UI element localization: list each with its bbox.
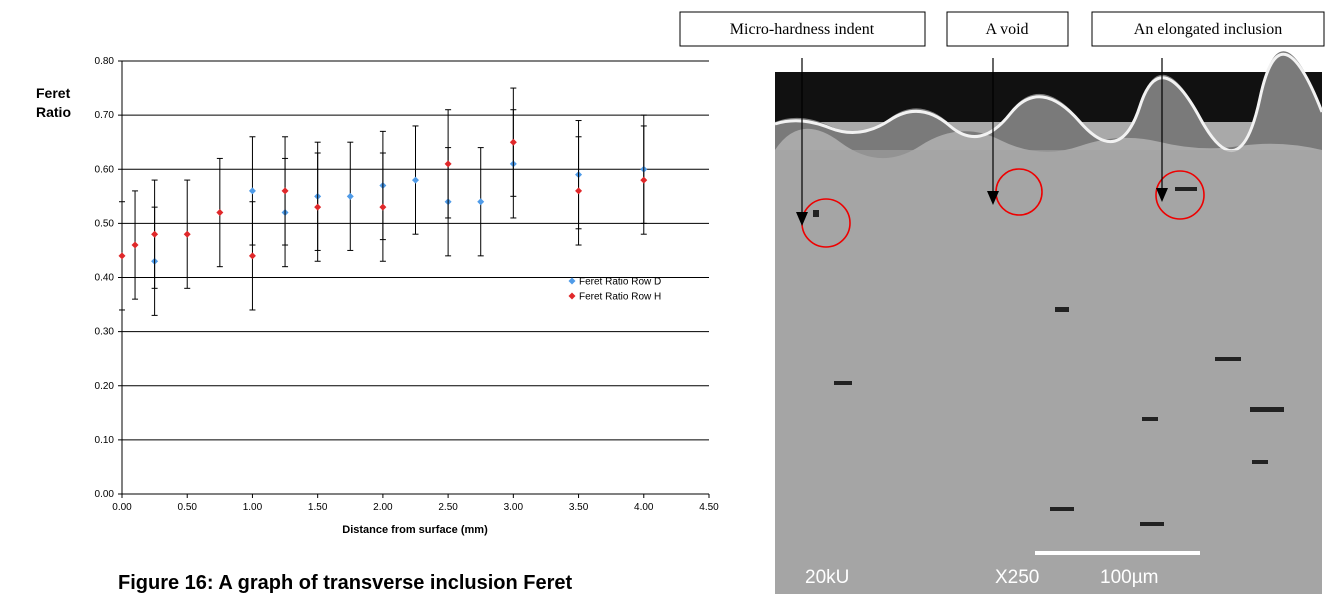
point (640, 176, 648, 184)
point (118, 252, 126, 260)
x-axis-label: Distance from surface (mm) (342, 524, 488, 536)
x-tick-label: 0.00 (112, 502, 132, 513)
legend-label: Feret Ratio Row H (579, 292, 661, 303)
caption: Figure 16: A graph of transverse inclusi… (118, 572, 573, 594)
point (281, 187, 289, 195)
image-info: 20kU (805, 567, 849, 588)
annotation-label: A void (985, 21, 1028, 38)
micrograph: 20kU X250 100µm (774, 51, 1324, 594)
point (151, 230, 159, 238)
annotation-label: Micro-hardness indent (730, 21, 875, 38)
x-tick-label: 3.50 (569, 502, 589, 513)
x-tick-label: 0.50 (177, 502, 197, 513)
x-tick-label: 4.00 (634, 502, 654, 513)
point (314, 203, 322, 211)
point (509, 138, 517, 146)
y-tick-label: 0.60 (95, 164, 115, 175)
y-axis-label: Feret Ratio (36, 85, 71, 120)
y-tick-label: 0.30 (95, 327, 115, 338)
image-info: 100µm (1100, 567, 1158, 588)
x-tick-label: 3.00 (504, 502, 524, 513)
annotation-label: An elongated inclusion (1134, 21, 1282, 38)
x-tick-label: 2.50 (438, 502, 458, 513)
point (248, 252, 256, 260)
y-tick-label: 0.80 (95, 56, 115, 67)
point (131, 241, 139, 249)
x-tick-label: 1.00 (243, 502, 263, 513)
legend-marker (568, 292, 576, 300)
y-tick-label: 0.20 (95, 381, 115, 392)
point (444, 160, 452, 168)
point (216, 209, 224, 217)
point (183, 230, 191, 238)
point (575, 187, 583, 195)
x-tick-label: 1.50 (308, 502, 328, 513)
y-tick-label: 0.00 (95, 489, 115, 500)
legend-marker (568, 277, 576, 285)
y-tick-label: 0.50 (95, 218, 115, 229)
point (379, 203, 387, 211)
annotations: Micro-hardness indent A void An elongate… (679, 11, 1325, 226)
x-tick-label: 2.00 (373, 502, 393, 513)
point (477, 198, 485, 206)
y-tick-label: 0.40 (95, 273, 115, 284)
y-tick-label: 0.70 (95, 110, 115, 121)
point (412, 176, 419, 184)
y-tick-label: 0.10 (95, 435, 115, 446)
point (346, 192, 354, 200)
x-tick-label: 4.50 (699, 502, 719, 513)
image-info: X250 (995, 567, 1039, 588)
point (248, 187, 256, 195)
legend-label: Feret Ratio Row D (579, 277, 661, 288)
